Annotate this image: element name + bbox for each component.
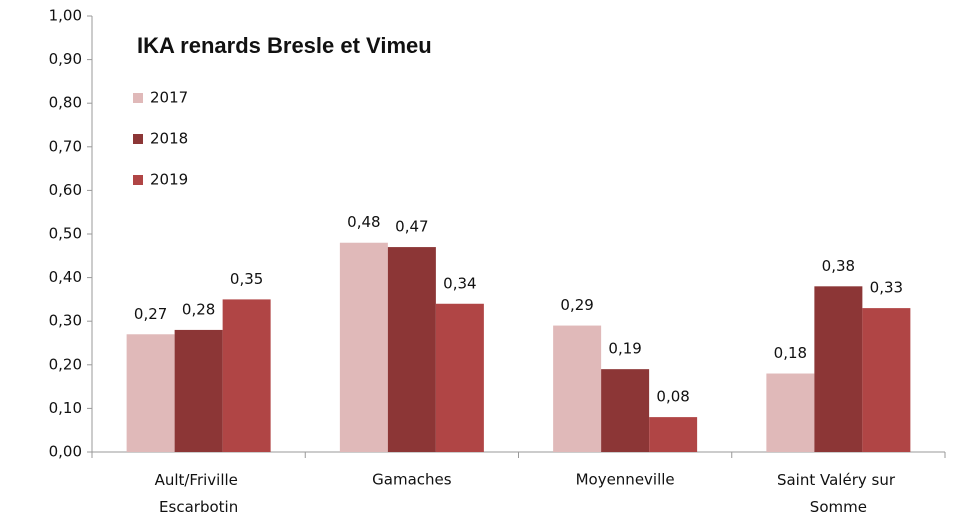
chart-title: IKA renards Bresle et Vimeu: [137, 33, 432, 58]
y-tick-label: 0,40: [49, 268, 82, 286]
y-tick-label: 0,50: [49, 225, 82, 243]
y-tick-label: 0,30: [49, 312, 82, 330]
value-label: 0,48: [347, 213, 380, 231]
value-label: 0,38: [822, 257, 855, 275]
bar: [174, 329, 223, 452]
x-tick-label: Moyenneville: [576, 471, 675, 489]
value-label: 0,47: [395, 218, 428, 236]
value-label: 0,29: [560, 296, 593, 314]
bar: [126, 334, 175, 452]
legend-label: 2017: [150, 89, 188, 107]
value-label: 0,27: [134, 305, 167, 323]
legend-label: 2019: [150, 171, 188, 189]
x-tick-label: Gamaches: [372, 471, 452, 489]
y-tick-label: 0,10: [49, 399, 82, 417]
legend-swatch: [133, 175, 143, 185]
bar: [649, 417, 698, 452]
value-label: 0,28: [182, 300, 215, 318]
value-label: 0,33: [870, 279, 903, 297]
y-tick-label: 0,20: [49, 355, 82, 373]
bar: [553, 325, 602, 452]
value-label: 0,18: [774, 344, 807, 362]
value-label: 0,08: [656, 388, 689, 406]
x-tick-label: Saint Valéry sur Somme: [777, 471, 900, 516]
y-tick-label: 0,00: [49, 443, 82, 461]
y-tick-label: 1,00: [49, 7, 82, 25]
bar: [862, 308, 911, 452]
y-tick-label: 0,60: [49, 181, 82, 199]
value-label: 0,35: [230, 270, 263, 288]
y-tick-label: 0,90: [49, 50, 82, 68]
value-label: 0,19: [608, 340, 641, 358]
bar: [766, 373, 815, 452]
legend-swatch: [133, 93, 143, 103]
bar: [601, 369, 650, 452]
y-tick-label: 0,70: [49, 137, 82, 155]
legend-swatch: [133, 134, 143, 144]
bar: [814, 286, 863, 452]
value-label: 0,34: [443, 274, 476, 292]
bar: [435, 303, 484, 452]
bar: [222, 299, 271, 452]
bar: [339, 242, 388, 452]
bar: [387, 247, 436, 452]
legend-label: 2018: [150, 130, 188, 148]
x-tick-label: Ault/Friville Escarbotin: [155, 471, 243, 516]
y-tick-label: 0,80: [49, 94, 82, 112]
